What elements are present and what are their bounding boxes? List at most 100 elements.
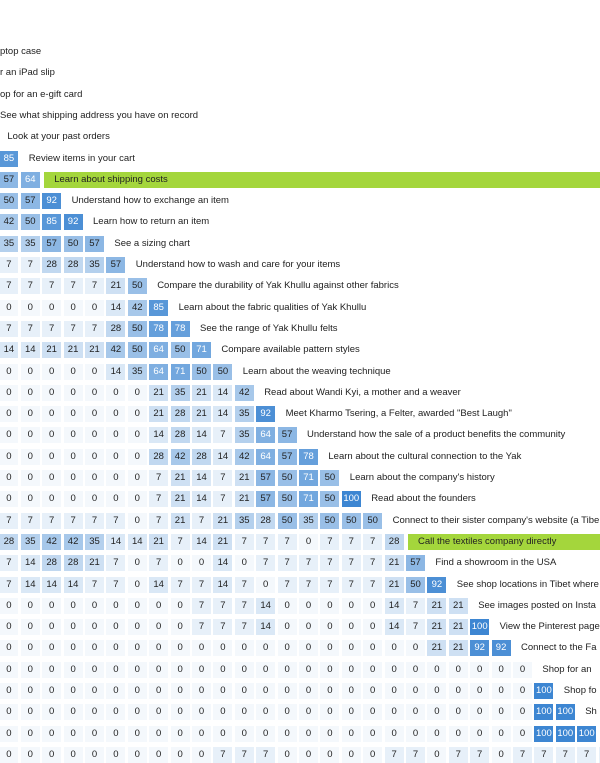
matrix-cell: 0 [470, 661, 491, 678]
matrix-cell: 0 [513, 683, 533, 699]
matrix-cell: 28 [256, 512, 277, 529]
matrix-cell: 92 [427, 576, 448, 593]
matrix-cell: 0 [106, 619, 127, 636]
matrix-cell: 7 [406, 746, 426, 763]
matrix-cell: 0 [85, 470, 105, 486]
matrix-cell: 0 [127, 661, 148, 678]
matrix-cell: 0 [341, 746, 362, 763]
matrix-cell: 0 [299, 533, 319, 550]
matrix-cell: 7 [299, 576, 319, 593]
matrix-cell: 0 [85, 384, 105, 401]
matrix-cell: 21 [85, 342, 105, 359]
matrix-cell: 0 [127, 576, 148, 593]
row-label: Look at your past orders [7, 131, 110, 143]
matrix-cell: 0 [363, 746, 384, 763]
matrix-cell: 100 [534, 704, 555, 721]
matrix-cell: 0 [384, 704, 405, 721]
matrix-cell: 0 [0, 384, 20, 401]
matrix-cell: 50 [320, 491, 341, 508]
matrix-cell: 0 [406, 725, 426, 742]
matrix-cell: 7 [341, 576, 362, 593]
matrix-cell: 7 [42, 320, 63, 337]
matrix-cell: 0 [192, 704, 212, 721]
matrix-cell: 0 [363, 661, 384, 678]
matrix-cell: 0 [192, 746, 212, 763]
row-label: Meet Kharmo Tsering, a Felter, awarded "… [285, 408, 512, 420]
matrix-cell: 57 [256, 470, 277, 486]
matrix-cell: 78 [149, 320, 170, 337]
matrix-cell: 0 [170, 619, 191, 636]
matrix-cell: 0 [63, 448, 84, 465]
matrix-cell: 0 [20, 661, 41, 678]
row-label: Understand how the sale of a product ben… [307, 429, 566, 441]
matrix-cell: 100 [555, 704, 576, 721]
matrix-cell: 7 [20, 512, 41, 529]
matrix-cell: 14 [192, 491, 212, 508]
matrix-cell: 0 [85, 406, 105, 423]
matrix-cell: 0 [20, 683, 41, 699]
matrix-cell: 0 [513, 704, 533, 721]
matrix-cell: 0 [0, 427, 20, 444]
matrix-cell: 21 [384, 555, 405, 572]
row-label: Learn about the cultural connection to t… [328, 450, 522, 462]
matrix-cell: 0 [363, 597, 384, 614]
matrix-cell: 0 [299, 661, 319, 678]
matrix-cell: 0 [42, 619, 63, 636]
matrix-cell: 7 [234, 576, 255, 593]
matrix-cell: 0 [234, 661, 255, 678]
matrix-cell: 85 [149, 299, 170, 316]
matrix-cell: 0 [42, 725, 63, 742]
matrix-cell: 14 [192, 427, 212, 444]
matrix-cell: 7 [213, 597, 234, 614]
matrix-cell: 7 [470, 746, 491, 763]
matrix-cell: 0 [0, 704, 20, 721]
matrix-cell: 0 [106, 661, 127, 678]
matrix-cell: 35 [20, 533, 41, 550]
matrix-cell: 0 [42, 470, 63, 486]
matrix-cell: 7 [363, 576, 384, 593]
matrix-cell: 0 [170, 597, 191, 614]
matrix-cell: 14 [149, 427, 170, 444]
matrix-cell: 21 [234, 470, 255, 486]
row-label: Connect to the Fa [521, 642, 597, 654]
matrix-cell: 7 [234, 619, 255, 636]
matrix-cell: 50 [0, 193, 20, 210]
matrix-cell: 7 [577, 746, 598, 763]
matrix-cell: 42 [234, 448, 255, 465]
matrix-cell: 7 [0, 320, 20, 337]
matrix-cell: 0 [20, 725, 41, 742]
matrix-cell: 14 [149, 576, 170, 593]
matrix-cell: 0 [427, 704, 448, 721]
matrix-cell: 7 [192, 597, 212, 614]
matrix-cell: 0 [106, 406, 127, 423]
matrix-cell: 50 [127, 342, 148, 359]
matrix-cell: 7 [213, 470, 234, 486]
matrix-cell: 0 [85, 299, 105, 316]
matrix-cell: 0 [0, 363, 20, 380]
matrix-cell: 0 [127, 683, 148, 699]
matrix-cell: 14 [256, 619, 277, 636]
matrix-cell: 71 [170, 363, 191, 380]
matrix-cell: 64 [256, 448, 277, 465]
matrix-cell: 0 [427, 661, 448, 678]
row-label: Shop for an [542, 663, 592, 675]
matrix-cell: 0 [85, 448, 105, 465]
matrix-cell: 0 [406, 683, 426, 699]
matrix-cell: 7 [20, 257, 41, 273]
matrix-cell: 0 [448, 661, 469, 678]
matrix-cell: 14 [256, 597, 277, 614]
matrix-cell: 7 [106, 512, 127, 529]
matrix-cell: 0 [42, 406, 63, 423]
matrix-cell: 0 [106, 448, 127, 465]
matrix-cell: 0 [63, 427, 84, 444]
matrix-cell: 0 [341, 619, 362, 636]
matrix-cell: 0 [0, 619, 20, 636]
row-label: Sh [585, 706, 597, 718]
matrix-cell: 7 [85, 512, 105, 529]
row-label: Find a showroom in the USA [435, 557, 557, 569]
matrix-cell: 0 [363, 640, 384, 657]
matrix-cell: 71 [299, 491, 319, 508]
matrix-cell: 92 [491, 640, 512, 657]
matrix-cell: 57 [277, 427, 298, 444]
matrix-cell: 0 [20, 704, 41, 721]
